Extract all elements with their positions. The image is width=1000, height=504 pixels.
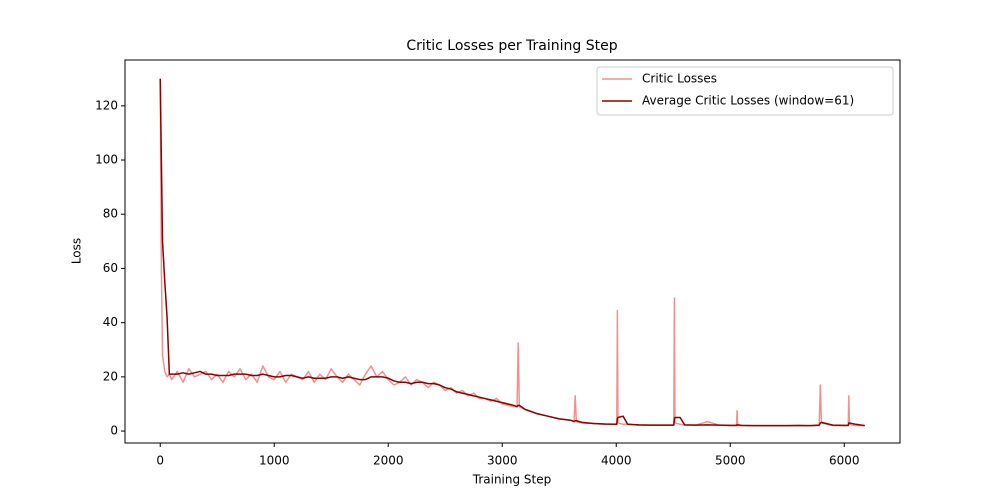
y-tick-label: 100 — [95, 153, 118, 167]
y-axis-label: Loss — [70, 238, 84, 264]
x-tick-label: 3000 — [487, 454, 518, 468]
legend-label: Critic Losses — [642, 72, 717, 86]
legend-box — [596, 66, 894, 116]
y-tick-label: 20 — [103, 369, 118, 383]
y-tick-label: 60 — [103, 261, 118, 275]
y-tick-label: 80 — [103, 207, 118, 221]
x-tick-label: 4000 — [601, 454, 632, 468]
x-tick-label: 6000 — [829, 454, 860, 468]
plot-frame — [124, 59, 901, 444]
legend: Critic Losses Average Critic Losses (wind… — [596, 66, 894, 116]
x-axis-label: Training Step — [472, 473, 552, 487]
legend-label: Average Critic Losses (window=61) — [642, 94, 854, 108]
x-tick-label: 2000 — [373, 454, 404, 468]
y-tick-label: 0 — [110, 424, 118, 438]
x-tick-label: 1000 — [259, 454, 290, 468]
y-tick-label: 40 — [103, 315, 118, 329]
x-tick-label: 0 — [156, 454, 164, 468]
data-line — [159, 78, 865, 427]
y-tick-label: 120 — [95, 98, 118, 112]
chart-title: Critic Losses per Training Step — [406, 38, 617, 54]
x-tick-label: 5000 — [715, 454, 746, 468]
